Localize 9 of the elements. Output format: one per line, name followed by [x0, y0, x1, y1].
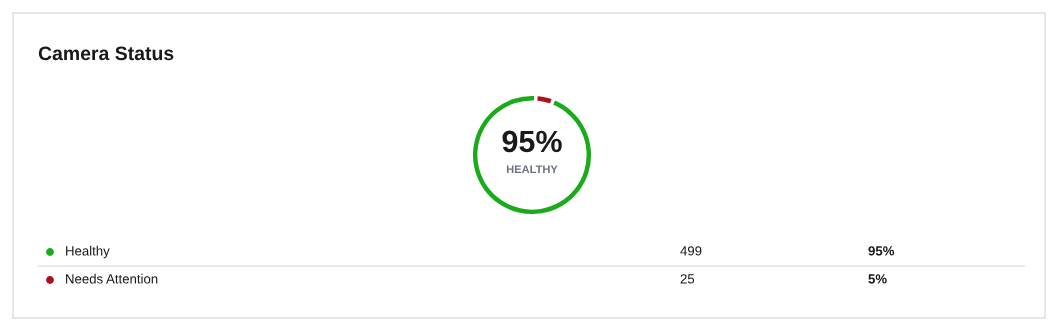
text: 95% — [868, 246, 895, 256]
data-label: 499 — [680, 246, 702, 256]
data-label: 25 — [680, 274, 695, 284]
legend-label: Healthy — [66, 245, 110, 259]
chart-title: Camera Status — [38, 46, 174, 61]
text: HEALTHY — [506, 165, 558, 174]
text: 95% — [502, 130, 562, 153]
legend-label: Needs Attention — [66, 273, 158, 284]
text: 5% — [868, 274, 887, 284]
